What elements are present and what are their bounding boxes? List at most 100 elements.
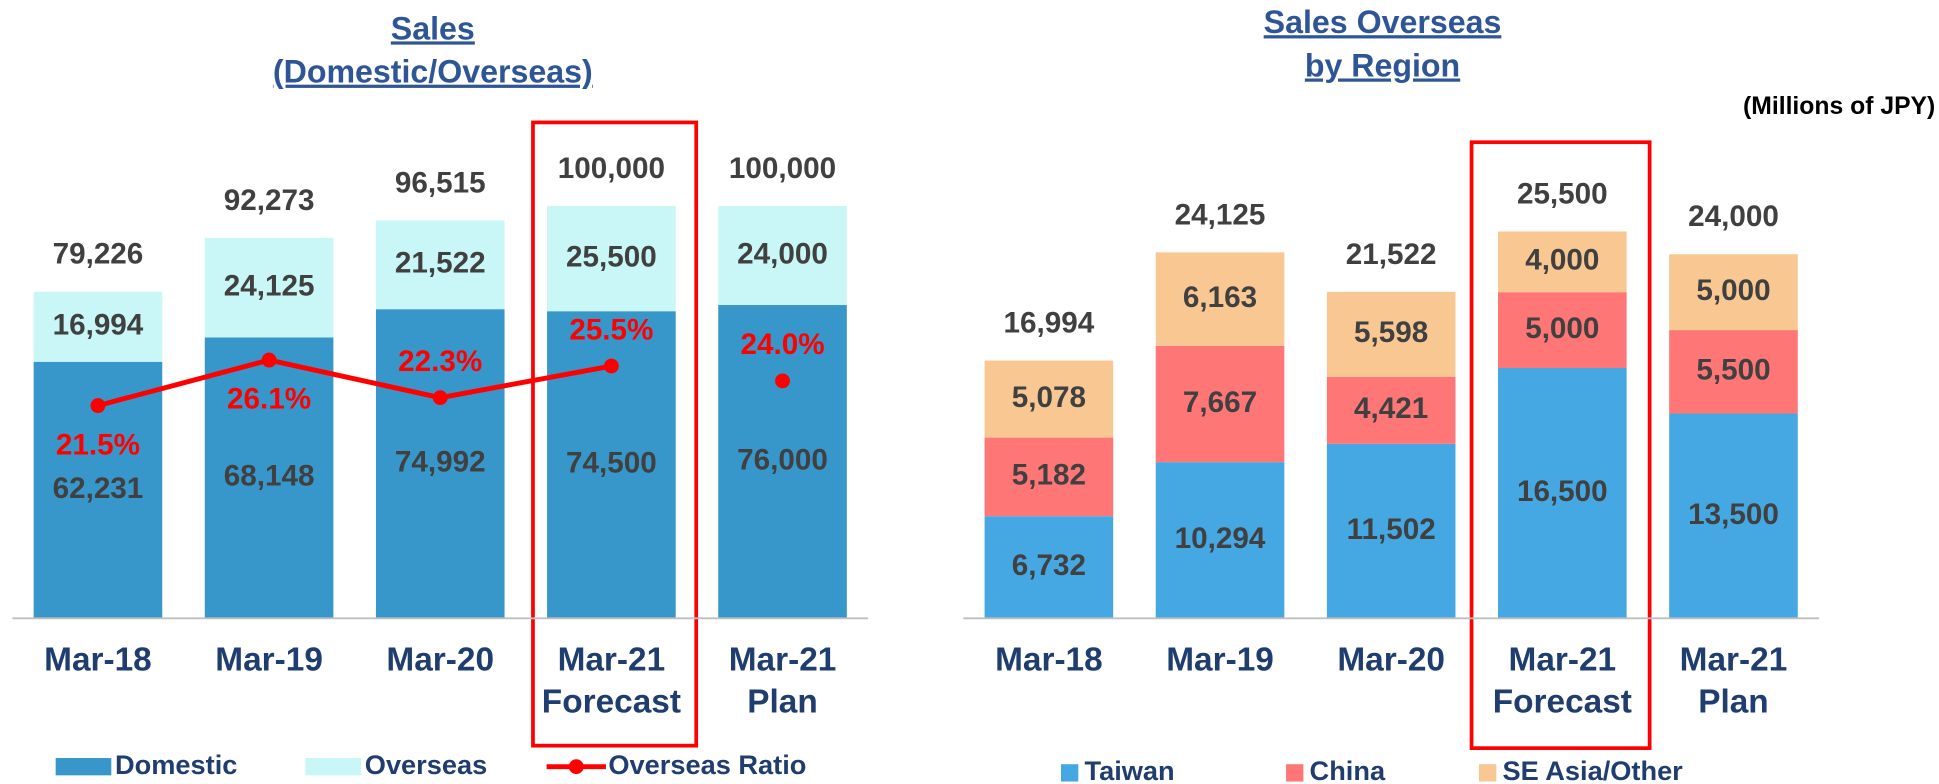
legend-label: Domestic bbox=[115, 749, 237, 780]
x-tick-label: Mar-21 bbox=[558, 641, 666, 678]
value-label: 74,500 bbox=[566, 447, 657, 480]
value-label: 24,000 bbox=[737, 237, 828, 270]
value-label: 7,667 bbox=[1183, 386, 1257, 419]
legend-swatch bbox=[1286, 764, 1304, 782]
bar-segment bbox=[1326, 376, 1456, 444]
total-label: 16,994 bbox=[1004, 306, 1095, 339]
bar-segment bbox=[984, 360, 1114, 438]
bar-segment bbox=[718, 305, 847, 619]
bar-segment bbox=[1326, 291, 1456, 377]
chart-title: (Domestic/Overseas) bbox=[273, 54, 593, 90]
bar-segment bbox=[984, 516, 1114, 619]
bar-segment bbox=[1155, 462, 1285, 619]
ratio-point bbox=[261, 352, 277, 368]
total-label: 92,273 bbox=[224, 184, 315, 217]
total-label: 25,500 bbox=[1517, 177, 1608, 210]
chart-title: Sales bbox=[391, 10, 475, 46]
bar-segment bbox=[1669, 330, 1798, 414]
value-label: 16,500 bbox=[1517, 475, 1608, 508]
value-label: 21,522 bbox=[395, 247, 486, 280]
legend-label: China bbox=[1310, 755, 1386, 784]
legend-swatch bbox=[305, 758, 362, 776]
value-label: 5,182 bbox=[1012, 459, 1086, 492]
total-label: 100,000 bbox=[729, 152, 836, 185]
highlight-box bbox=[1469, 140, 1652, 750]
bar-segment bbox=[1498, 231, 1627, 293]
value-label: 62,231 bbox=[53, 472, 144, 505]
x-tick-label: Mar-21 bbox=[729, 641, 837, 678]
value-label: 5,078 bbox=[1012, 381, 1086, 414]
value-label: 6,732 bbox=[1012, 549, 1086, 582]
ratio-label: 24.0% bbox=[740, 328, 824, 361]
x-tick-label: Mar-18 bbox=[995, 641, 1103, 678]
x-tick-label: Forecast bbox=[542, 683, 681, 720]
bar-segment bbox=[547, 206, 676, 312]
ratio-point bbox=[603, 358, 619, 374]
bar-segment bbox=[375, 220, 505, 310]
legend-swatch bbox=[55, 758, 112, 776]
value-label: 25,500 bbox=[566, 240, 657, 273]
total-label: 96,515 bbox=[395, 166, 486, 199]
ratio-point bbox=[432, 390, 448, 406]
x-tick-label: Plan bbox=[747, 683, 817, 720]
legend-label: Overseas bbox=[365, 749, 487, 780]
x-tick-label: Mar-20 bbox=[386, 641, 494, 678]
value-label: 13,500 bbox=[1688, 498, 1779, 531]
ratio-point bbox=[775, 373, 790, 389]
x-tick-label: Mar-21 bbox=[1509, 641, 1617, 678]
value-label: 10,294 bbox=[1175, 522, 1266, 555]
ratio-label: 22.3% bbox=[398, 345, 482, 378]
value-label: 76,000 bbox=[737, 444, 828, 477]
total-label: 24,000 bbox=[1688, 200, 1779, 233]
x-tick-label: Forecast bbox=[1493, 683, 1632, 720]
bar-segment bbox=[1155, 345, 1285, 463]
x-tick-label: Mar-21 bbox=[1680, 641, 1788, 678]
value-label: 16,994 bbox=[53, 309, 144, 342]
bar-segment bbox=[1155, 252, 1285, 346]
ratio-line bbox=[97, 357, 612, 408]
x-tick-label: Plan bbox=[1698, 683, 1768, 720]
highlight-box bbox=[531, 120, 699, 748]
bar-segment bbox=[33, 291, 163, 362]
bar-segment bbox=[1669, 413, 1798, 619]
chart-title: Sales Overseas bbox=[1264, 4, 1502, 40]
chart-title: by Region bbox=[1305, 48, 1460, 84]
bar-segment bbox=[1498, 368, 1627, 619]
legend-label: SE Asia/Other bbox=[1502, 755, 1683, 784]
total-label: 21,522 bbox=[1346, 238, 1437, 271]
x-tick-label: Mar-19 bbox=[215, 641, 323, 678]
bar-segment bbox=[204, 237, 334, 338]
bar-segment bbox=[1498, 292, 1627, 369]
bar-segment bbox=[1326, 443, 1456, 619]
total-label: 100,000 bbox=[558, 152, 665, 185]
legend-label: Overseas Ratio bbox=[608, 749, 806, 780]
value-label: 5,000 bbox=[1525, 312, 1599, 345]
bar-segment bbox=[718, 206, 847, 306]
legend-label: Taiwan bbox=[1085, 755, 1175, 784]
value-label: 11,502 bbox=[1347, 513, 1436, 546]
bar-segment bbox=[984, 437, 1114, 517]
unit-label: (Millions of JPY) bbox=[1743, 93, 1935, 120]
value-label: 4,421 bbox=[1354, 392, 1428, 425]
x-tick-label: Mar-20 bbox=[1337, 641, 1445, 678]
ratio-label: 21.5% bbox=[56, 428, 140, 461]
value-label: 24,125 bbox=[224, 270, 315, 303]
legend-swatch bbox=[1061, 764, 1079, 782]
value-label: 5,598 bbox=[1354, 316, 1428, 349]
value-label: 6,163 bbox=[1183, 281, 1257, 314]
bar-segment bbox=[375, 309, 505, 619]
value-label: 74,992 bbox=[395, 446, 486, 479]
x-tick-label: Mar-18 bbox=[44, 641, 152, 678]
legend-marker bbox=[568, 759, 584, 775]
value-label: 4,000 bbox=[1525, 244, 1599, 277]
value-label: 5,000 bbox=[1696, 274, 1770, 307]
value-label: 5,500 bbox=[1696, 354, 1770, 387]
ratio-label: 25.5% bbox=[569, 313, 653, 346]
total-label: 79,226 bbox=[53, 238, 144, 271]
value-label: 68,148 bbox=[224, 460, 315, 493]
ratio-label: 26.1% bbox=[227, 383, 311, 416]
total-label: 24,125 bbox=[1175, 198, 1266, 231]
legend-swatch bbox=[1478, 764, 1497, 782]
